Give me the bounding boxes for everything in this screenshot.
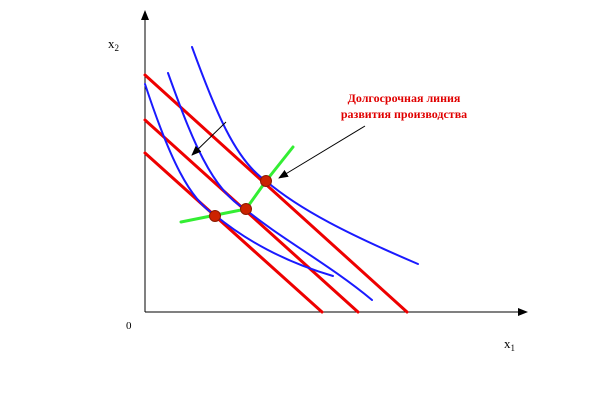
- tangency-point-2: [240, 203, 252, 215]
- expansion-path-segment-3: [264, 145, 295, 183]
- isoquants: [144, 46, 419, 301]
- tangency-point-1: [209, 210, 221, 222]
- tangency-points: [209, 175, 272, 222]
- x-axis-label-sub: 1: [511, 343, 516, 353]
- annotation-line-2: развития производства: [341, 107, 467, 121]
- isocost-line-2: [143, 118, 360, 314]
- axes: [141, 10, 528, 316]
- y-axis-label-main: x: [108, 36, 115, 51]
- x-axis-label-main: x: [504, 336, 511, 351]
- x-axis-arrow: [518, 308, 528, 316]
- isocost-line-1: [143, 151, 324, 314]
- isoquant-3: [191, 46, 419, 265]
- origin-label: 0: [126, 320, 132, 332]
- y-axis-label-sub: 2: [115, 43, 120, 53]
- annotation-arrows: [191, 121, 366, 179]
- y-axis-label: x2: [108, 36, 119, 53]
- isocost-lines: [143, 73, 409, 314]
- x-axis-label: x1: [504, 336, 515, 353]
- tangency-point-3: [260, 175, 272, 187]
- annotation-arrow-secondary: [191, 121, 227, 156]
- y-axis-arrow: [141, 10, 149, 20]
- annotation-line-1: Долгосрочная линия: [348, 91, 461, 105]
- annotation-arrow-main: [278, 125, 366, 179]
- isocost-line-3: [143, 73, 409, 314]
